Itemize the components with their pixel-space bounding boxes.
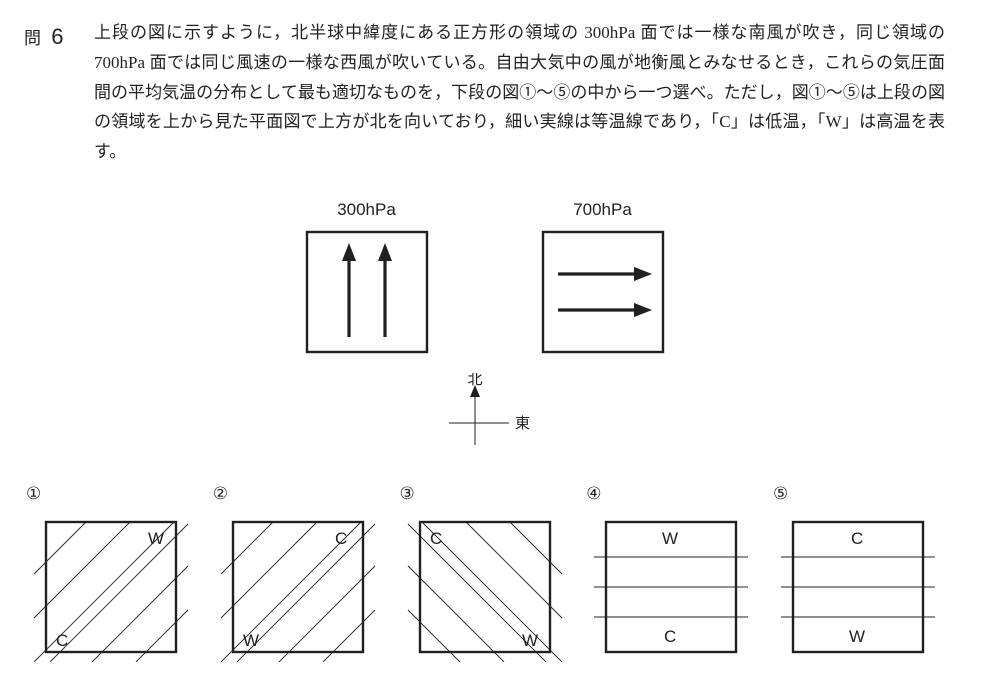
wind-panel-300: 300hPa	[304, 195, 430, 355]
compass-svg: 北 東	[425, 373, 545, 453]
option-1-label: ①	[26, 479, 196, 509]
question-label: 問	[24, 29, 41, 48]
box	[307, 232, 427, 352]
compass: 北 東	[24, 373, 945, 453]
option-2: ② C W	[213, 479, 383, 663]
option-4-svg: W C	[586, 512, 756, 662]
arrow-up-2	[378, 243, 392, 337]
option-5-svg: C W	[773, 512, 943, 662]
wind-diagram-700	[540, 229, 666, 355]
option-5-top: C	[851, 529, 863, 548]
page: 問 6 上段の図に示すように，北半球中緯度にある正方形の領域の 300hPa 面…	[0, 0, 985, 682]
option-5: ⑤ C W	[773, 479, 943, 663]
arrow-right-2	[558, 303, 652, 317]
question-number: 6	[51, 24, 63, 49]
arrow-right-1	[558, 267, 652, 281]
wind-label-300: 300hPa	[304, 195, 430, 225]
option-4-label: ④	[586, 479, 756, 509]
option-4-bot: C	[664, 627, 676, 646]
option-2-svg: C W	[213, 512, 383, 662]
option-3-bot: W	[522, 631, 538, 650]
option-2-top: C	[335, 529, 347, 548]
wind-row: 300hPa 700hPa	[24, 195, 945, 355]
option-2-bot: W	[243, 631, 259, 650]
option-1: ① W C	[26, 479, 196, 663]
option-5-bot: W	[849, 627, 865, 646]
option-1-top: W	[148, 529, 164, 548]
question-row: 問 6 上段の図に示すように，北半球中緯度にある正方形の領域の 300hPa 面…	[24, 18, 945, 167]
wind-panel-700: 700hPa	[540, 195, 666, 355]
question-label-block: 問 6	[24, 18, 94, 57]
option-1-bot: C	[56, 631, 68, 650]
question-body: 上段の図に示すように，北半球中緯度にある正方形の領域の 300hPa 面では一様…	[94, 18, 945, 167]
compass-east: 東	[515, 415, 530, 432]
option-4-top: W	[662, 529, 678, 548]
box	[543, 232, 663, 352]
option-3: ③ C W	[400, 479, 570, 663]
question-text: 上段の図に示すように，北半球中緯度にある正方形の領域の 300hPa 面では一様…	[94, 18, 945, 167]
option-5-label: ⑤	[773, 479, 943, 509]
wind-label-700: 700hPa	[540, 195, 666, 225]
compass-north: 北	[467, 373, 482, 388]
wind-diagram-300	[304, 229, 430, 355]
options-row: ① W C ②	[24, 479, 945, 663]
option-3-label: ③	[400, 479, 570, 509]
option-1-svg: W C	[26, 512, 196, 662]
option-2-label: ②	[213, 479, 383, 509]
arrow-up-1	[342, 243, 356, 337]
option-3-svg: C W	[400, 512, 570, 662]
option-3-top: C	[430, 529, 442, 548]
option-4: ④ W C	[586, 479, 756, 663]
